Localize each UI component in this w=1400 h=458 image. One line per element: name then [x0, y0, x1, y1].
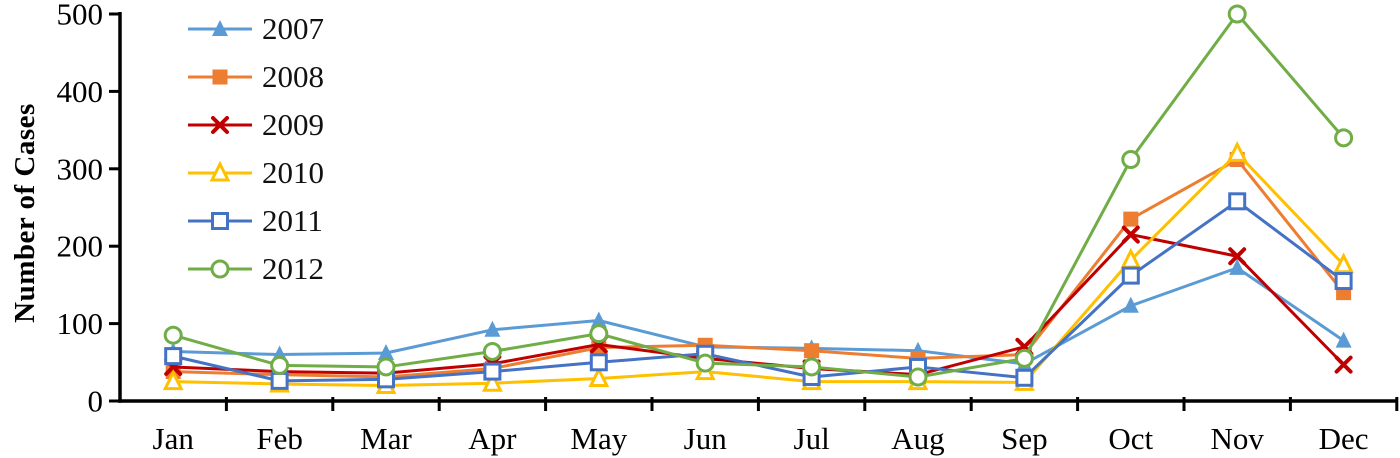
legend-item-2008: 2008 — [188, 53, 324, 101]
y-axis-title: Number of Cases — [9, 103, 41, 323]
data-point-marker — [1334, 355, 1353, 374]
series-2007 — [165, 258, 1352, 371]
data-point-marker — [483, 362, 502, 381]
legend-item-2010: 2010 — [188, 149, 324, 197]
data-point-marker — [1228, 247, 1247, 266]
data-point-marker — [209, 161, 231, 182]
x-tick-label: Nov — [1211, 421, 1265, 456]
data-point-marker — [1014, 348, 1034, 368]
data-point-marker — [804, 343, 820, 359]
data-point-marker — [378, 344, 394, 361]
legend-label: 2011 — [262, 203, 323, 238]
data-point-marker — [482, 341, 502, 361]
series-2012-line — [172, 12, 1345, 379]
series-2010-line — [173, 151, 1345, 388]
data-point-marker — [270, 371, 289, 390]
legend-label: 2009 — [262, 107, 324, 142]
y-tick-label: 0 — [88, 384, 104, 419]
legend-x-icon — [188, 116, 252, 134]
data-point-marker — [1121, 225, 1140, 244]
data-point-marker — [1333, 252, 1355, 274]
series-2010 — [162, 140, 1355, 395]
data-point-marker — [589, 353, 608, 372]
y-tick-label: 100 — [57, 306, 104, 341]
x-tick-label: Oct — [1108, 421, 1153, 456]
data-point-marker — [484, 320, 501, 337]
data-point-marker — [481, 370, 503, 392]
y-tick-label: 200 — [57, 229, 104, 264]
data-point-marker — [164, 347, 183, 366]
data-point-marker — [908, 367, 928, 387]
legend-circle-open-icon — [188, 259, 252, 279]
series-2009 — [164, 225, 1353, 384]
data-point-marker — [210, 259, 230, 279]
data-point-marker — [695, 353, 715, 373]
y-tick-label: 500 — [57, 0, 104, 32]
data-point-marker — [1334, 272, 1353, 291]
legend-item-2007: 2007 — [188, 5, 324, 53]
legend-item-2012: 2012 — [188, 245, 324, 293]
data-point-marker — [1015, 368, 1034, 387]
data-point-marker — [1228, 192, 1247, 211]
data-point-marker — [162, 369, 184, 391]
data-point-marker — [212, 69, 228, 85]
data-point-marker — [270, 355, 290, 375]
legend-square-filled-icon — [188, 69, 252, 85]
legend-square-open-icon — [188, 212, 252, 230]
series-2008 — [165, 152, 1352, 385]
data-point-marker — [590, 311, 607, 328]
legend-label: 2010 — [262, 155, 324, 190]
series-2009-line — [173, 233, 1345, 377]
legend-item-2011: 2011 — [188, 197, 324, 245]
legend-item-2009: 2009 — [188, 101, 324, 149]
x-tick-label: Mar — [360, 421, 412, 456]
data-point-marker — [211, 116, 229, 134]
y-tick-label: 400 — [57, 74, 104, 109]
x-tick-label: Apr — [468, 421, 517, 456]
data-point-marker — [1227, 4, 1247, 24]
data-point-marker — [211, 212, 229, 230]
y-tick-label: 300 — [57, 151, 104, 186]
x-tick-label: Aug — [891, 421, 944, 456]
data-point-marker — [589, 324, 609, 344]
data-point-marker — [1123, 211, 1139, 227]
series-2012 — [163, 4, 1354, 387]
x-tick-label: Feb — [256, 421, 303, 456]
x-tick-label: Jun — [684, 421, 728, 456]
data-point-marker — [212, 20, 228, 36]
data-point-marker — [1121, 266, 1140, 285]
data-point-marker — [1334, 128, 1354, 148]
data-point-marker — [1122, 296, 1139, 313]
legend-triangle-filled-icon — [188, 20, 252, 36]
data-point-marker — [802, 357, 822, 377]
x-tick-label: Jan — [153, 421, 195, 456]
chart-legend: 2007 2008 2009 2010 2011 2012 — [188, 5, 324, 293]
data-point-marker — [1121, 150, 1141, 170]
data-point-marker — [1335, 331, 1352, 348]
series-2008-line — [173, 158, 1345, 379]
x-tick-label: Dec — [1319, 421, 1369, 456]
legend-label: 2008 — [262, 59, 324, 94]
x-tick-label: Sep — [1001, 421, 1048, 456]
data-point-marker — [376, 357, 396, 377]
data-point-marker — [1226, 140, 1248, 162]
x-tick-label: Jul — [794, 421, 830, 456]
legend-label: 2007 — [262, 11, 324, 46]
data-point-marker — [1229, 258, 1246, 275]
legend-triangle-open-icon — [188, 161, 252, 182]
data-point-marker — [163, 325, 183, 345]
x-tick-label: May — [570, 421, 627, 456]
legend-label: 2012 — [262, 251, 324, 286]
data-point-marker — [588, 366, 610, 388]
